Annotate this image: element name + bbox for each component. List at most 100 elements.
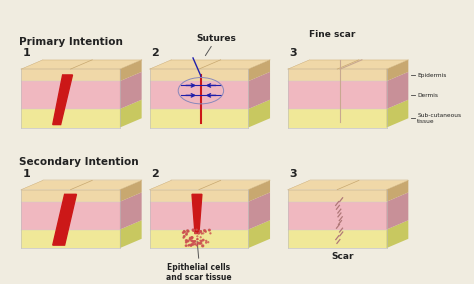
Circle shape <box>199 230 200 231</box>
Polygon shape <box>248 220 270 248</box>
Polygon shape <box>248 100 270 128</box>
Circle shape <box>182 232 184 233</box>
Circle shape <box>200 231 201 232</box>
Polygon shape <box>288 60 408 69</box>
Circle shape <box>197 236 198 237</box>
Circle shape <box>200 231 201 233</box>
Circle shape <box>186 241 188 242</box>
Circle shape <box>208 242 209 243</box>
Polygon shape <box>53 75 73 125</box>
Circle shape <box>210 233 211 234</box>
Bar <box>21 190 120 202</box>
Bar <box>149 109 248 128</box>
Circle shape <box>188 245 189 246</box>
Bar <box>288 81 387 109</box>
Polygon shape <box>120 193 142 229</box>
Text: Dermis: Dermis <box>417 93 438 97</box>
Circle shape <box>185 240 187 241</box>
Circle shape <box>184 231 185 232</box>
Circle shape <box>194 241 196 242</box>
Bar <box>149 202 248 229</box>
Circle shape <box>202 245 204 247</box>
Text: Primary Intention: Primary Intention <box>19 37 123 47</box>
Circle shape <box>191 244 192 245</box>
Circle shape <box>197 242 199 244</box>
Polygon shape <box>387 60 408 81</box>
Polygon shape <box>192 194 202 233</box>
Circle shape <box>191 237 193 238</box>
Circle shape <box>198 233 199 234</box>
Text: 1: 1 <box>23 168 31 179</box>
Circle shape <box>199 243 200 244</box>
Text: 3: 3 <box>290 168 297 179</box>
Circle shape <box>183 236 185 237</box>
Circle shape <box>190 237 191 238</box>
Text: Secondary Intention: Secondary Intention <box>19 157 139 167</box>
Bar <box>21 109 120 128</box>
Circle shape <box>193 230 194 231</box>
Circle shape <box>200 243 202 244</box>
Text: 1: 1 <box>23 48 31 58</box>
Bar <box>21 69 120 81</box>
Circle shape <box>204 230 206 231</box>
Circle shape <box>186 233 187 235</box>
Polygon shape <box>248 193 270 229</box>
Circle shape <box>193 241 195 243</box>
Circle shape <box>205 231 206 232</box>
Polygon shape <box>149 60 270 69</box>
Circle shape <box>188 241 189 242</box>
Bar <box>288 202 387 229</box>
Bar <box>288 69 387 81</box>
Text: Fine scar: Fine scar <box>309 30 356 39</box>
Polygon shape <box>387 100 408 128</box>
Polygon shape <box>21 60 142 69</box>
Circle shape <box>197 245 198 246</box>
Polygon shape <box>21 180 142 190</box>
Polygon shape <box>149 180 270 190</box>
Bar <box>21 81 120 109</box>
Bar <box>149 69 248 81</box>
Bar <box>21 229 120 248</box>
Bar <box>288 109 387 128</box>
Text: Epithelial cells
and scar tissue: Epithelial cells and scar tissue <box>166 263 232 282</box>
Text: Sub-cutaneous
tissue: Sub-cutaneous tissue <box>417 113 461 124</box>
Circle shape <box>200 243 201 244</box>
Polygon shape <box>120 72 142 109</box>
Polygon shape <box>120 220 142 248</box>
Text: Scar: Scar <box>331 252 354 261</box>
Bar <box>149 190 248 202</box>
Circle shape <box>185 245 187 247</box>
Polygon shape <box>387 193 408 229</box>
Polygon shape <box>120 60 142 81</box>
Polygon shape <box>53 194 76 245</box>
Circle shape <box>187 230 189 231</box>
Polygon shape <box>120 100 142 128</box>
Circle shape <box>192 241 194 242</box>
Circle shape <box>201 233 202 234</box>
Circle shape <box>201 240 202 242</box>
Circle shape <box>190 245 191 246</box>
Polygon shape <box>248 72 270 109</box>
Circle shape <box>195 244 196 245</box>
Bar <box>149 81 248 109</box>
Circle shape <box>209 229 210 231</box>
Circle shape <box>197 239 198 240</box>
Circle shape <box>206 242 207 243</box>
Polygon shape <box>248 180 270 202</box>
Circle shape <box>192 229 194 231</box>
Circle shape <box>191 237 193 239</box>
Circle shape <box>188 231 189 232</box>
Circle shape <box>189 239 191 240</box>
Text: Epidermis: Epidermis <box>417 73 447 78</box>
Circle shape <box>183 237 184 238</box>
Text: 2: 2 <box>152 48 159 58</box>
Circle shape <box>200 240 201 241</box>
Polygon shape <box>387 220 408 248</box>
Polygon shape <box>387 180 408 202</box>
Text: 3: 3 <box>290 48 297 58</box>
Polygon shape <box>248 60 270 81</box>
Bar <box>288 229 387 248</box>
Polygon shape <box>120 180 142 202</box>
Circle shape <box>202 239 204 241</box>
Circle shape <box>191 240 192 241</box>
